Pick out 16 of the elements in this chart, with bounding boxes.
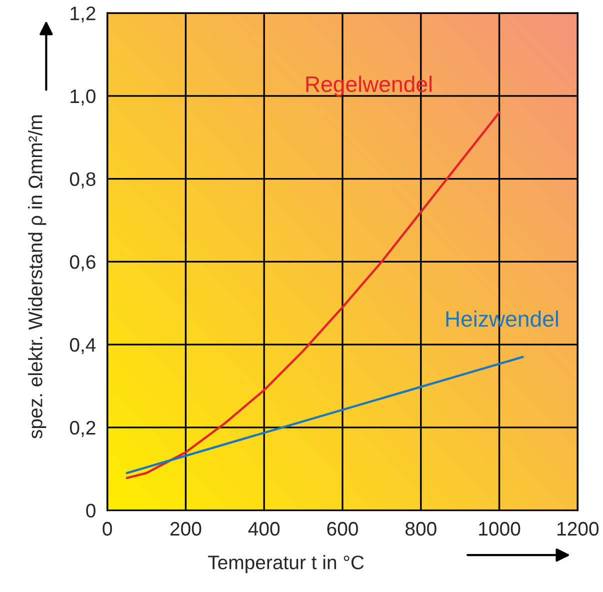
- x-tick-label: 200: [170, 522, 202, 536]
- x-tick-label: 0: [102, 522, 112, 536]
- x-tick-label: 800: [406, 522, 436, 536]
- x-tick-label: 600: [327, 522, 358, 536]
- y-tick-label: 1,2: [70, 6, 96, 23]
- y-tick-label: 0,2: [70, 420, 96, 437]
- y-axis-title: spez. elektr. Widerstand ρ in Ωmm²/m: [28, 115, 46, 438]
- y-tick-label: 1,0: [70, 89, 96, 106]
- x-tick-label: 1000: [479, 522, 520, 536]
- y-tick-label: 0,8: [70, 172, 96, 188]
- y-tick-label: 0,4: [70, 338, 96, 354]
- y-tick-label: 0,6: [70, 255, 96, 272]
- x-axis-title: Temperatur t in °C: [208, 555, 364, 574]
- y-tick-label: 0: [86, 504, 96, 518]
- x-tick-label: 400: [248, 522, 280, 536]
- x-tick-label: 1200: [558, 522, 599, 536]
